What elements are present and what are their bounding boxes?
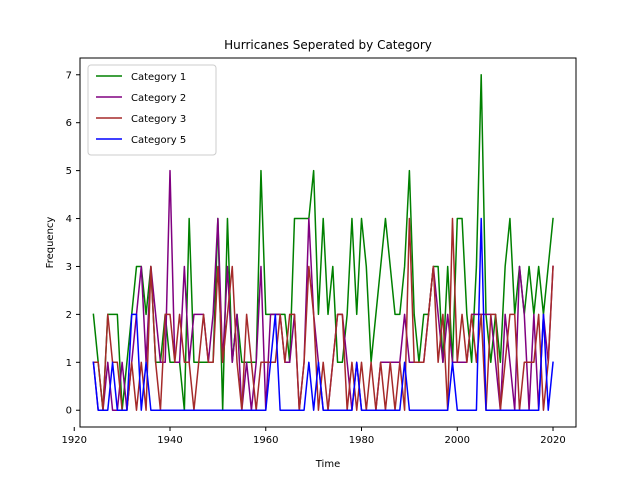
x-tick-label: 1960 bbox=[253, 435, 278, 446]
y-tick-label: 7 bbox=[66, 70, 72, 81]
x-tick-label: 1940 bbox=[157, 435, 182, 446]
x-axis-label: Time bbox=[315, 459, 340, 470]
y-tick-label: 5 bbox=[66, 166, 72, 177]
plot-frame bbox=[79, 57, 577, 428]
series-line-4 bbox=[92, 217, 554, 411]
legend-label: Category 1 bbox=[131, 72, 186, 83]
series-line-3 bbox=[92, 217, 554, 411]
series-line-1 bbox=[92, 74, 554, 411]
legend-box bbox=[87, 64, 217, 156]
legend-label: Category 2 bbox=[131, 93, 186, 104]
legend: Category 1 Category 2 Category 3 Category 5 bbox=[87, 64, 217, 156]
y-axis: 0 1 2 3 4 5 6 7 bbox=[66, 70, 80, 417]
plot-area bbox=[92, 74, 554, 411]
x-tick-label: 1920 bbox=[62, 435, 87, 446]
y-tick-label: 3 bbox=[66, 262, 72, 273]
y-tick-label: 4 bbox=[66, 214, 72, 225]
x-tick-label: 1980 bbox=[349, 435, 374, 446]
y-tick-label: 2 bbox=[66, 310, 72, 321]
x-tick-label: 2020 bbox=[540, 435, 565, 446]
legend-label: Category 3 bbox=[131, 114, 186, 125]
x-axis: 1920 1940 1960 1980 2000 2020 bbox=[62, 427, 566, 446]
x-tick-label: 2000 bbox=[445, 435, 470, 446]
chart-title: Hurricanes Seperated by Category bbox=[224, 38, 432, 52]
y-axis-label: Frequency bbox=[45, 217, 56, 269]
y-tick-label: 6 bbox=[66, 118, 72, 129]
y-tick-label: 0 bbox=[66, 406, 72, 417]
legend-label: Category 5 bbox=[131, 135, 186, 146]
y-tick-label: 1 bbox=[66, 358, 72, 369]
